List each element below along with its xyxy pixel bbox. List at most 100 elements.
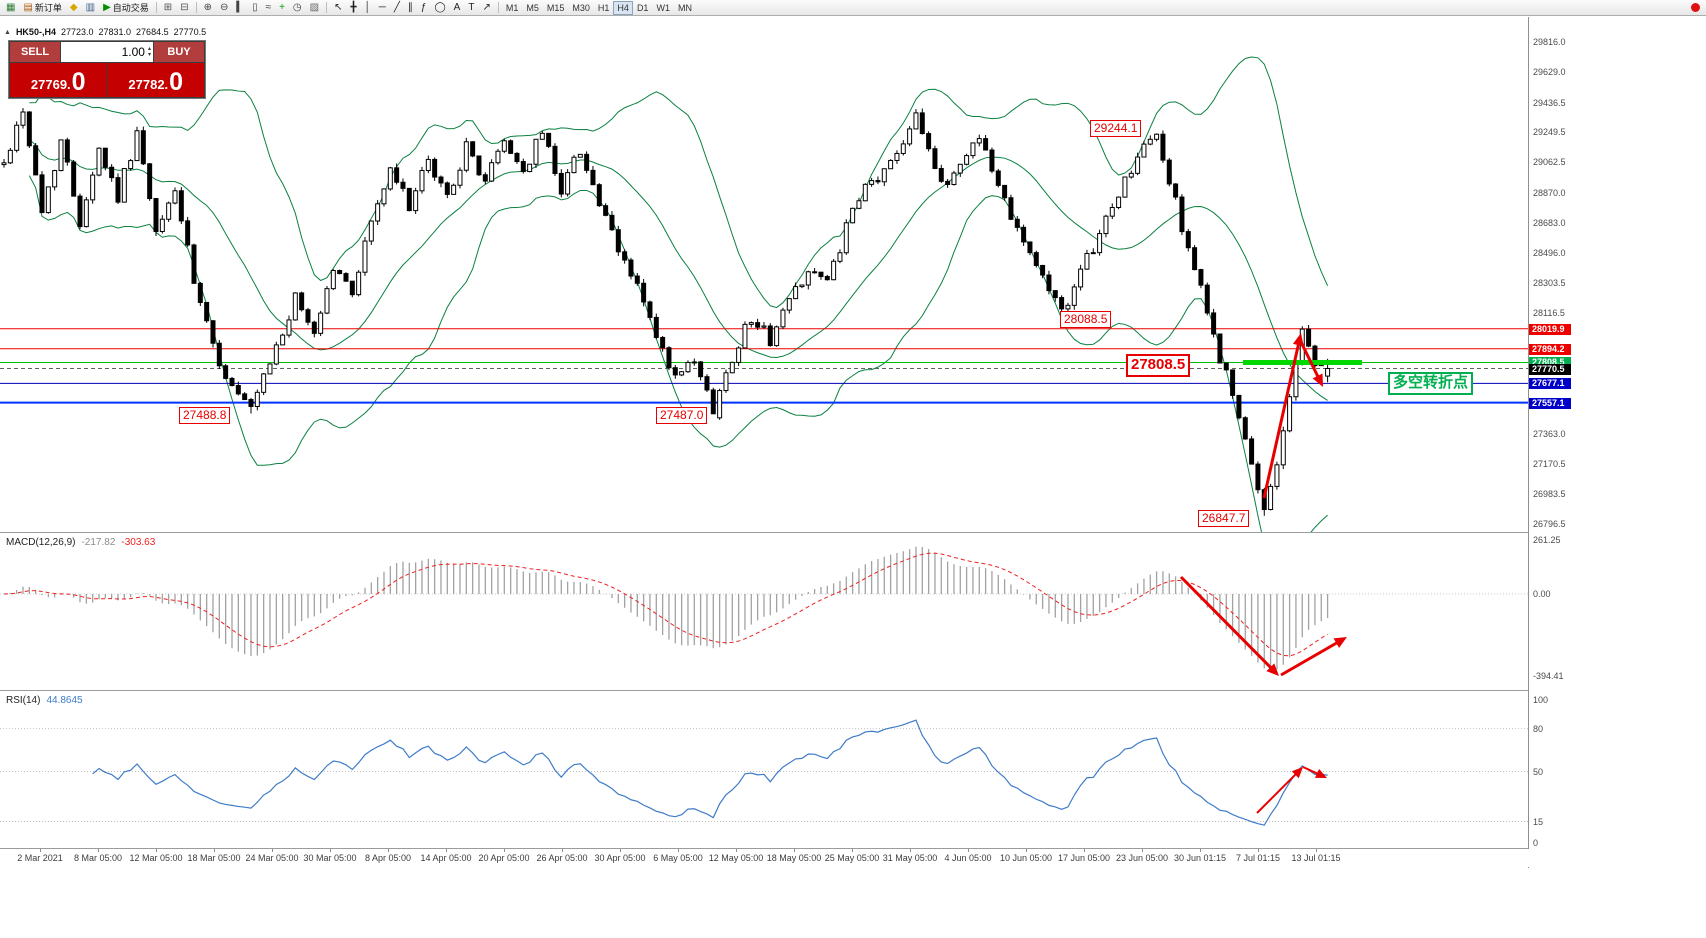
time-axis-label: 30 Apr 05:00 — [594, 853, 646, 863]
rsi-panel-canvas[interactable] — [0, 691, 1528, 849]
price-line-badge: 28019.9 — [1529, 323, 1571, 335]
vertical-line-button[interactable]: │ — [361, 1, 375, 15]
ask-price[interactable]: 27782. 0 — [107, 63, 204, 97]
indicators-icon: + — [279, 1, 285, 13]
buy-button[interactable]: BUY — [154, 42, 204, 62]
line-chart-mode-icon: ≈ — [265, 1, 272, 13]
panel-divider[interactable] — [0, 532, 1706, 533]
timeframe-m30-button[interactable]: M30 — [568, 1, 594, 15]
price-scale-label: 28870.0 — [1533, 188, 1566, 198]
rsi-scale-label: 15 — [1533, 816, 1544, 827]
rsi-scale-label: 80 — [1533, 723, 1544, 734]
candlestick-mode-button[interactable]: ▯ — [248, 1, 262, 15]
text-label-button[interactable]: T — [464, 1, 478, 15]
time-axis-label: 13 Jul 01:15 — [1291, 853, 1341, 863]
vertical-line-icon: │ — [364, 1, 371, 13]
time-axis-label: 7 Jul 01:15 — [1235, 853, 1281, 863]
panel-divider[interactable] — [0, 848, 1706, 849]
toolbar-right-area — [1691, 3, 1704, 12]
ohlc-high: 27831.0 — [98, 27, 132, 37]
indicators-button[interactable]: + — [275, 1, 289, 15]
time-axis-label: 14 Apr 05:00 — [420, 853, 472, 863]
volume-down-button[interactable]: ▾ — [147, 52, 151, 58]
macd-name: MACD(12,26,9) — [6, 537, 76, 548]
candlestick-mode-icon: ▯ — [252, 1, 258, 13]
time-axis-label: 30 Jun 01:15 — [1173, 853, 1227, 863]
tile-windows-button[interactable]: ⊞ — [160, 1, 176, 15]
profiles-button[interactable]: ◆ — [66, 1, 82, 15]
time-axis[interactable]: 2 Mar 2021 8 Mar 05:00 12 Mar 05:00 18 Mar … — [0, 849, 1706, 867]
bid-price-big-digit: 0 — [71, 68, 86, 96]
timeframe-w1-button[interactable]: W1 — [652, 1, 674, 15]
sell-button[interactable]: SELL — [10, 42, 60, 62]
bid-price[interactable]: 27769. 0 — [10, 63, 107, 97]
time-axis-label: 23 Jun 05:00 — [1115, 853, 1169, 863]
price-line-badge: 27894.2 — [1529, 343, 1571, 355]
ohlc-header: ▲ HK50-,H4 27723.0 27831.0 27684.5 27770… — [4, 27, 206, 37]
time-axis-tick — [910, 849, 911, 852]
timeframe-m1-button[interactable]: M1 — [502, 1, 523, 15]
ohlc-close: 27770.5 — [173, 27, 207, 37]
timeframe-mn-button[interactable]: MN — [674, 1, 696, 15]
templates-menu-button[interactable]: ▨ — [306, 1, 323, 15]
volume-value[interactable]: 1.00 — [121, 45, 145, 59]
horizontal-line-button[interactable]: ─ — [375, 1, 390, 15]
price-annotation: 27487.0 — [656, 407, 708, 424]
tile-windows-icon: ⊞ — [163, 1, 173, 13]
price-scale-label: 28496.0 — [1533, 247, 1566, 258]
price-scale-label: 29436.5 — [1533, 97, 1566, 108]
macd-panel-canvas[interactable] — [0, 533, 1528, 690]
timeframe-h1-button[interactable]: H1 — [594, 1, 614, 15]
macd-scale-label: -394.41 — [1533, 670, 1564, 681]
time-axis-tick — [794, 849, 795, 852]
volume-up-button[interactable]: ▴ — [147, 46, 151, 52]
time-axis-tick — [446, 849, 447, 852]
macd-scale-label: 0.00 — [1533, 589, 1551, 599]
cursor-button[interactable]: ↖ — [330, 1, 346, 15]
price-scale[interactable]: 29816.0 29629.0 29436.5 29249.5 29062.5 28870… — [1528, 17, 1706, 868]
auto-trading-icon: ▶ — [103, 1, 111, 13]
macd-label: MACD(12,26,9) -217.82 -303.63 — [6, 537, 155, 548]
zoom-out-button[interactable]: ⊖ — [216, 1, 232, 15]
bar-chart-mode-button[interactable]: ▍ — [232, 1, 248, 15]
text-button[interactable]: A — [450, 1, 465, 15]
volume-field[interactable]: 1.00 ▴ ▾ — [61, 42, 153, 62]
crosshair-button[interactable]: ╋ — [347, 1, 361, 15]
equidistant-channel-button[interactable]: ∥ — [404, 1, 417, 15]
time-axis-label: 10 Jun 05:00 — [999, 853, 1053, 863]
timeframe-h4-button[interactable]: H4 — [613, 0, 633, 15]
price-line-badge: 27808.5 — [1529, 357, 1571, 369]
new-order-button[interactable]: ▤ 新订单 — [19, 1, 65, 15]
alert-icon[interactable] — [1691, 3, 1700, 12]
market-watch-button[interactable]: ▥ — [82, 1, 99, 15]
templates-menu-icon: ▨ — [309, 1, 320, 13]
market-watch-icon: ▥ — [85, 1, 96, 13]
auto-trading-button[interactable]: ▶ 自动交易 — [99, 1, 153, 15]
fibonacci-icon: ƒ — [420, 1, 427, 13]
time-axis-label: 26 Apr 05:00 — [536, 853, 588, 863]
collapse-panel-icon[interactable]: ▲ — [4, 28, 11, 36]
time-axis-tick — [1258, 849, 1259, 852]
fibonacci-button[interactable]: ƒ — [417, 1, 431, 15]
toolbar-separator — [155, 2, 157, 13]
timeframe-m5-button[interactable]: M5 — [522, 1, 543, 15]
line-chart-mode-button[interactable]: ≈ — [262, 1, 276, 15]
panel-divider[interactable] — [0, 690, 1706, 691]
time-axis-tick — [330, 849, 331, 852]
time-axis-tick — [620, 849, 621, 852]
main-chart-canvas[interactable] — [0, 17, 1528, 532]
timeframe-m15-button[interactable]: M15 — [543, 1, 569, 15]
cascade-windows-button[interactable]: ⊟ — [176, 1, 192, 15]
timeframe-d1-button[interactable]: D1 — [633, 1, 653, 15]
time-axis-tick — [156, 849, 157, 852]
zoom-in-button[interactable]: ⊕ — [200, 1, 216, 15]
arrow-objects-button[interactable]: ↗ — [478, 1, 494, 15]
time-axis-tick — [40, 849, 41, 852]
time-axis-label: 30 Mar 05:00 — [303, 853, 357, 863]
time-axis-label: 12 Mar 05:00 — [129, 853, 183, 863]
shapes-button[interactable]: ◯ — [430, 1, 449, 15]
new-chart-button[interactable]: ▦ — [2, 1, 19, 15]
periods-menu-button[interactable]: ◷ — [289, 1, 306, 15]
time-axis-tick — [736, 849, 737, 852]
trendline-button[interactable]: ╱ — [390, 1, 404, 15]
